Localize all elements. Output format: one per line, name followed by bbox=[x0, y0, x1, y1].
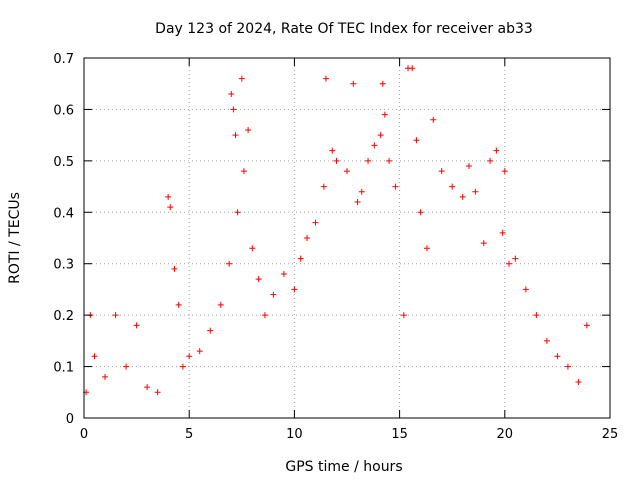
data-point bbox=[344, 168, 350, 175]
data-point bbox=[329, 147, 336, 154]
data-point bbox=[297, 255, 304, 262]
data-point bbox=[226, 260, 233, 267]
data-point bbox=[165, 193, 172, 200]
x-tick-label: 10 bbox=[286, 427, 303, 442]
data-point bbox=[261, 312, 268, 319]
y-tick-label: 0.1 bbox=[53, 361, 74, 376]
data-point bbox=[480, 240, 487, 247]
data-point bbox=[291, 286, 298, 293]
data-point bbox=[255, 276, 262, 283]
data-point bbox=[575, 379, 582, 385]
x-tick-label: 5 bbox=[185, 427, 193, 442]
data-point bbox=[354, 199, 361, 205]
data-point bbox=[413, 137, 420, 144]
data-point bbox=[154, 389, 161, 396]
data-point bbox=[487, 157, 494, 164]
y-axis-title: ROTI / TECUs bbox=[7, 192, 23, 284]
x-axis-title: GPS time / hours bbox=[285, 459, 402, 475]
data-point bbox=[144, 384, 151, 391]
data-point bbox=[167, 204, 174, 211]
axis-ticks: 0 5 10 15 20 25 0 0.1 0.2 0.3 0.4 0.5 0.6 0.7 bbox=[53, 52, 618, 442]
data-point bbox=[312, 219, 319, 226]
data-point bbox=[358, 188, 365, 195]
data-point bbox=[583, 322, 590, 329]
y-tick-label: 0.5 bbox=[53, 155, 74, 170]
data-point bbox=[522, 286, 529, 293]
data-point bbox=[232, 132, 239, 139]
data-point bbox=[449, 183, 456, 190]
data-point bbox=[392, 183, 399, 190]
y-tick-label: 0.2 bbox=[53, 309, 74, 324]
data-point bbox=[102, 373, 109, 380]
data-point bbox=[217, 301, 224, 308]
data-points bbox=[83, 65, 590, 396]
data-point bbox=[417, 209, 424, 216]
data-point bbox=[365, 157, 372, 164]
data-point bbox=[543, 337, 550, 344]
data-point bbox=[371, 142, 378, 149]
data-point bbox=[377, 132, 384, 139]
data-point bbox=[472, 188, 479, 195]
data-point bbox=[533, 312, 540, 319]
data-point bbox=[400, 312, 407, 319]
data-point bbox=[186, 353, 193, 360]
data-point bbox=[123, 363, 130, 370]
data-point bbox=[270, 291, 277, 298]
data-point bbox=[499, 229, 506, 236]
y-tick-label: 0.7 bbox=[53, 52, 74, 67]
data-point bbox=[133, 322, 140, 329]
data-point bbox=[112, 312, 119, 319]
x-tick-label: 15 bbox=[391, 427, 408, 442]
data-point bbox=[379, 80, 386, 87]
data-point bbox=[466, 163, 473, 169]
data-point bbox=[240, 168, 247, 175]
data-point bbox=[430, 116, 437, 123]
y-tick-label: 0.6 bbox=[53, 103, 74, 118]
data-point bbox=[554, 353, 561, 360]
data-point bbox=[304, 235, 311, 241]
data-point bbox=[280, 271, 287, 277]
y-tick-label: 0.4 bbox=[53, 206, 74, 221]
chart-title: Day 123 of 2024, Rate Of TEC Index for r… bbox=[155, 21, 533, 37]
data-point bbox=[207, 327, 214, 334]
x-tick-label: 20 bbox=[497, 427, 514, 442]
data-point bbox=[175, 301, 182, 308]
data-point bbox=[350, 80, 357, 87]
y-tick-label: 0 bbox=[66, 412, 74, 427]
data-point bbox=[179, 363, 186, 370]
data-point bbox=[320, 183, 327, 190]
data-point bbox=[501, 168, 508, 175]
data-point bbox=[91, 353, 98, 360]
data-point bbox=[228, 91, 235, 97]
data-point bbox=[381, 111, 388, 118]
data-point bbox=[386, 157, 393, 164]
x-tick-label: 0 bbox=[80, 427, 88, 442]
data-point bbox=[249, 245, 256, 252]
data-point bbox=[230, 106, 237, 113]
data-point bbox=[423, 245, 430, 252]
data-point bbox=[245, 127, 252, 133]
data-point bbox=[512, 255, 519, 262]
data-point bbox=[506, 260, 513, 267]
data-point bbox=[493, 147, 500, 154]
data-point bbox=[238, 75, 245, 82]
y-tick-label: 0.3 bbox=[53, 258, 74, 273]
data-point bbox=[438, 168, 445, 175]
data-point bbox=[196, 348, 203, 355]
data-point bbox=[322, 75, 329, 82]
x-tick-label: 25 bbox=[602, 427, 619, 442]
data-point bbox=[409, 65, 416, 72]
data-point bbox=[333, 157, 340, 164]
plot-frame bbox=[83, 57, 611, 419]
data-point bbox=[564, 363, 571, 370]
data-point bbox=[234, 209, 241, 216]
data-point bbox=[171, 265, 178, 272]
data-point bbox=[459, 193, 466, 200]
